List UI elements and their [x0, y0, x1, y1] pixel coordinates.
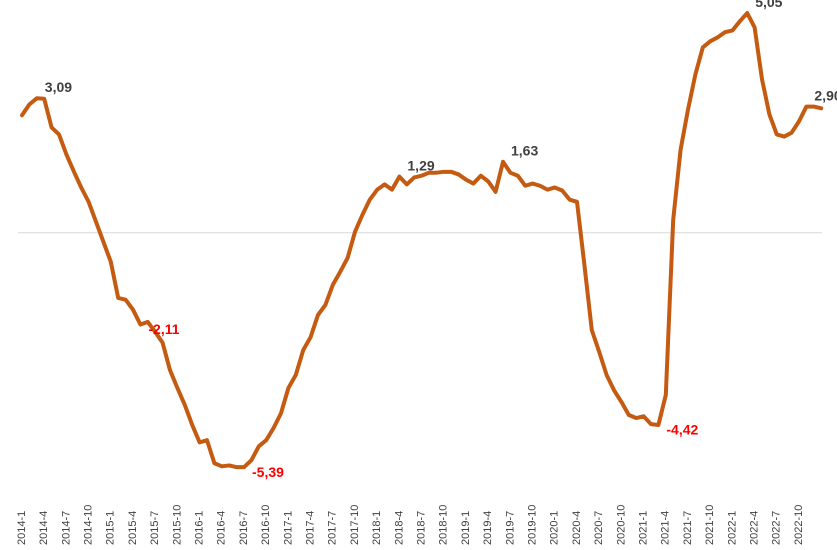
x-tick-label: 2016-7: [238, 511, 250, 545]
data-label: 3,09: [45, 79, 72, 95]
x-tick-label: 2020-4: [571, 511, 583, 545]
x-tick-label: 2020-7: [593, 511, 605, 545]
x-tick-label: 2022-7: [771, 511, 783, 545]
x-tick-label: 2021-4: [660, 511, 672, 545]
x-tick-label: 2018-10: [438, 505, 450, 545]
data-label: 1,63: [511, 143, 538, 159]
x-tick-label: 2014-10: [83, 505, 95, 545]
data-label: -4,42: [666, 422, 698, 438]
x-tick-label: 2015-10: [171, 505, 183, 545]
x-tick-label: 2021-10: [704, 505, 716, 545]
x-tick-label: 2015-1: [105, 511, 117, 545]
data-label: 2,90: [814, 87, 837, 103]
x-tick-label: 2020-1: [549, 511, 561, 545]
data-label: 5,05: [755, 0, 782, 10]
x-tick-label: 2014-1: [16, 511, 28, 545]
x-tick-label: 2022-10: [793, 505, 805, 545]
x-tick-label: 2020-10: [615, 505, 627, 545]
x-tick-label: 2014-4: [38, 511, 50, 545]
x-tick-label: 2019-7: [504, 511, 516, 545]
x-tick-label: 2016-4: [216, 511, 228, 545]
line: [20, 11, 824, 470]
x-tick-label: 2021-1: [638, 511, 650, 545]
x-tick-label: 2017-7: [327, 511, 339, 545]
x-tick-label: 2022-4: [749, 511, 761, 545]
x-tick-label: 2017-4: [305, 511, 317, 545]
x-tick-label: 2014-7: [60, 511, 72, 545]
data-label: -5,39: [252, 464, 284, 480]
x-tick-label: 2019-10: [527, 505, 539, 545]
x-tick-label: 2016-10: [260, 505, 272, 545]
x-tick-label: 2021-7: [682, 511, 694, 545]
x-tick-label: 2022-1: [726, 511, 738, 545]
x-tick-label: 2017-10: [349, 505, 361, 545]
x-tick-label: 2015-4: [127, 511, 139, 545]
x-tick-label: 2019-4: [482, 511, 494, 545]
x-tick-label: 2015-7: [149, 511, 161, 545]
x-tick-label: 2016-1: [194, 511, 206, 545]
data-label: 1,29: [407, 157, 434, 173]
x-tick-label: 2019-1: [460, 511, 472, 545]
x-tick-label: 2018-4: [393, 511, 405, 545]
x-tick-label: 2018-1: [371, 511, 383, 545]
data-label: -2,11: [148, 321, 179, 337]
x-tick-label: 2017-1: [282, 511, 294, 545]
x-tick-label: 2018-7: [416, 511, 428, 545]
